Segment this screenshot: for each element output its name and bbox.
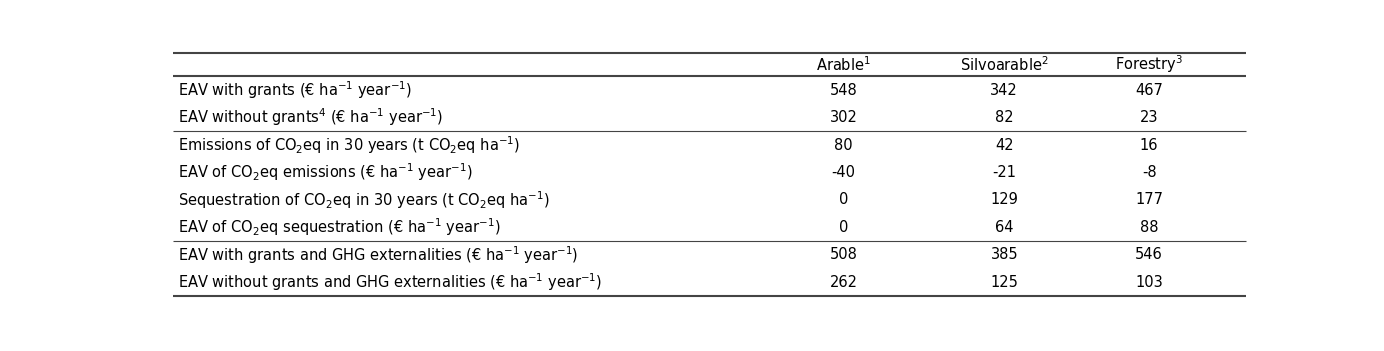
Text: EAV with grants and GHG externalities (€ ha$^{-1}$ year$^{-1}$): EAV with grants and GHG externalities (€… xyxy=(179,244,579,266)
Text: 0: 0 xyxy=(839,192,848,207)
Text: 546: 546 xyxy=(1135,247,1163,263)
Text: 177: 177 xyxy=(1135,192,1163,207)
Text: 342: 342 xyxy=(991,82,1019,98)
Text: 262: 262 xyxy=(829,275,857,290)
Text: EAV of CO$_2$eq emissions (€ ha$^{-1}$ year$^{-1}$): EAV of CO$_2$eq emissions (€ ha$^{-1}$ y… xyxy=(179,162,473,183)
Text: 23: 23 xyxy=(1140,110,1158,125)
Text: 82: 82 xyxy=(995,110,1013,125)
Text: 385: 385 xyxy=(991,247,1019,263)
Text: 88: 88 xyxy=(1140,220,1158,235)
Text: Silvoarable$^2$: Silvoarable$^2$ xyxy=(960,55,1049,74)
Text: 129: 129 xyxy=(991,192,1019,207)
Text: -8: -8 xyxy=(1142,165,1157,180)
Text: 508: 508 xyxy=(829,247,857,263)
Text: 80: 80 xyxy=(835,138,853,152)
Text: 42: 42 xyxy=(995,138,1013,152)
Text: 16: 16 xyxy=(1140,138,1158,152)
Text: 548: 548 xyxy=(829,82,857,98)
Text: 467: 467 xyxy=(1135,82,1163,98)
Text: Sequestration of CO$_2$eq in 30 years (t CO$_2$eq ha$^{-1}$): Sequestration of CO$_2$eq in 30 years (t… xyxy=(179,189,549,211)
Text: 0: 0 xyxy=(839,220,848,235)
Text: 64: 64 xyxy=(995,220,1013,235)
Text: 125: 125 xyxy=(991,275,1019,290)
Text: Emissions of CO$_2$eq in 30 years (t CO$_2$eq ha$^{-1}$): Emissions of CO$_2$eq in 30 years (t CO$… xyxy=(179,134,520,156)
Text: EAV with grants (€ ha$^{-1}$ year$^{-1}$): EAV with grants (€ ha$^{-1}$ year$^{-1}$… xyxy=(179,79,412,101)
Text: 302: 302 xyxy=(829,110,857,125)
Text: EAV of CO$_2$eq sequestration (€ ha$^{-1}$ year$^{-1}$): EAV of CO$_2$eq sequestration (€ ha$^{-1… xyxy=(179,217,501,238)
Text: -40: -40 xyxy=(832,165,855,180)
Text: Arable$^1$: Arable$^1$ xyxy=(817,55,871,74)
Text: Forestry$^3$: Forestry$^3$ xyxy=(1116,54,1183,75)
Text: 103: 103 xyxy=(1135,275,1163,290)
Text: EAV without grants$^4$ (€ ha$^{-1}$ year$^{-1}$): EAV without grants$^4$ (€ ha$^{-1}$ year… xyxy=(179,107,443,128)
Text: -21: -21 xyxy=(992,165,1016,180)
Text: EAV without grants and GHG externalities (€ ha$^{-1}$ year$^{-1}$): EAV without grants and GHG externalities… xyxy=(179,272,602,293)
